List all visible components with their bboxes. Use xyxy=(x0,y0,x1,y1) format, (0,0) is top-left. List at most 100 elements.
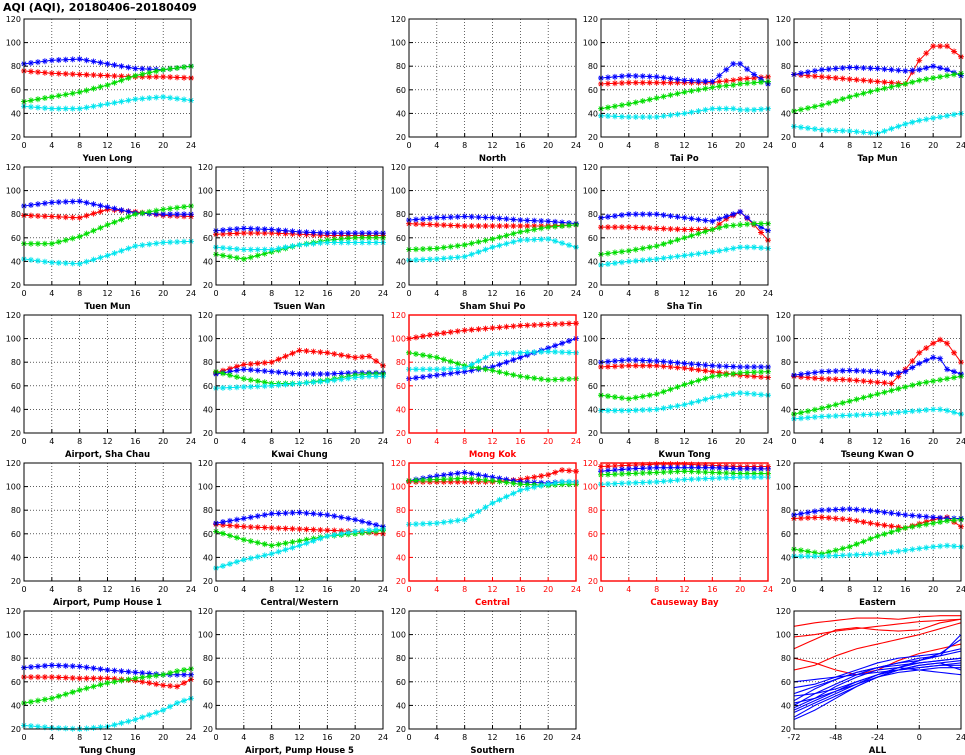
x-tick-label: 24 xyxy=(186,141,196,150)
x-tick-label: 0 xyxy=(213,585,218,594)
station-title: North xyxy=(479,154,506,164)
y-tick-label: 120 xyxy=(198,459,213,468)
y-tick-label: 80 xyxy=(396,654,406,663)
x-tick-label: 16 xyxy=(322,437,332,446)
y-tick-label: 80 xyxy=(588,358,598,367)
y-tick-label: 40 xyxy=(11,405,21,414)
chart-panel: 0 4 8 12 16 20 24 20 40 60 80 100 120 Tung Chung xyxy=(6,607,196,755)
x-tick-label: 24 xyxy=(378,585,388,594)
y-tick-label: 40 xyxy=(11,701,21,710)
x-tick-label: 24 xyxy=(956,585,965,594)
x-tick-label: 24 xyxy=(956,141,965,150)
y-tick-label: 100 xyxy=(583,187,598,196)
y-tick-label: 80 xyxy=(396,210,406,219)
chart-panel: 0 4 8 12 16 20 24 20 40 60 80 100 120 Airport, Sha Ch… xyxy=(6,311,196,460)
station-title: Tsuen Wan xyxy=(274,302,325,312)
y-tick-label: 40 xyxy=(203,405,213,414)
x-tick-label: 8 xyxy=(77,289,82,298)
y-tick-label: 40 xyxy=(781,553,791,562)
x-tick-label: 20 xyxy=(735,289,745,298)
y-tick-label: 80 xyxy=(396,506,406,515)
y-tick-label: 120 xyxy=(583,459,598,468)
y-tick-label: 120 xyxy=(6,607,21,616)
y-tick-label: 120 xyxy=(6,459,21,468)
x-tick-label: 16 xyxy=(707,289,717,298)
x-tick-label: 16 xyxy=(515,733,525,742)
x-tick-label: 24 xyxy=(571,585,581,594)
y-tick-label: 20 xyxy=(11,429,21,438)
x-tick-label: 16 xyxy=(130,141,140,150)
x-tick-label: 16 xyxy=(130,733,140,742)
y-tick-label: 40 xyxy=(588,405,598,414)
station-title: Tuen Mun xyxy=(84,302,130,312)
x-tick-label: 8 xyxy=(462,141,467,150)
series-line xyxy=(793,622,962,671)
series-line xyxy=(793,648,962,689)
y-tick-label: 20 xyxy=(11,725,21,734)
x-tick-label: 8 xyxy=(654,437,659,446)
x-tick-label: 12 xyxy=(102,733,112,742)
x-tick-label: 20 xyxy=(350,289,360,298)
x-tick-label: 24 xyxy=(571,437,581,446)
x-tick-label: 20 xyxy=(735,437,745,446)
y-tick-label: 100 xyxy=(198,187,213,196)
y-tick-label: 60 xyxy=(588,234,598,243)
y-tick-label: 40 xyxy=(396,109,406,118)
series-line xyxy=(793,618,962,650)
x-tick-label: 0 xyxy=(21,585,26,594)
x-tick-label: 8 xyxy=(847,141,852,150)
x-tick-label: 20 xyxy=(158,733,168,742)
y-tick-label: 120 xyxy=(776,607,791,616)
station-title: Yuen Long xyxy=(82,154,133,164)
y-tick-label: 60 xyxy=(781,530,791,539)
x-tick-label: 12 xyxy=(102,141,112,150)
x-tick-label: 4 xyxy=(819,141,824,150)
x-tick-label: 0 xyxy=(598,585,603,594)
x-tick-label: 12 xyxy=(872,585,882,594)
x-tick-label: 12 xyxy=(102,289,112,298)
x-tick-label: 4 xyxy=(626,437,631,446)
y-tick-label: 80 xyxy=(781,358,791,367)
plot-frame xyxy=(408,18,577,138)
x-tick-label: 4 xyxy=(49,585,54,594)
chart-panel: 0 4 8 12 16 20 24 20 40 60 80 100 120 Eastern xyxy=(776,459,965,608)
y-tick-label: 120 xyxy=(198,607,213,616)
chart-panel: 0 4 8 12 16 20 24 20 40 60 80 100 120 Sham Shui Po xyxy=(391,163,581,312)
y-tick-label: 80 xyxy=(588,62,598,71)
x-tick-label: 12 xyxy=(294,585,304,594)
x-tick-label: 20 xyxy=(735,585,745,594)
y-tick-label: 80 xyxy=(781,654,791,663)
station-title: Airport, Pump House 1 xyxy=(53,598,162,608)
x-tick-label: 0 xyxy=(598,141,603,150)
chart-panel: 0 4 8 12 16 20 24 20 40 60 80 100 120 Southern xyxy=(391,607,581,755)
y-tick-label: 120 xyxy=(391,15,406,24)
series-line xyxy=(793,667,962,709)
station-title: ALL xyxy=(869,746,887,755)
station-title: Kwun Tong xyxy=(658,450,710,460)
series-line xyxy=(793,667,961,704)
x-tick-label: 12 xyxy=(872,437,882,446)
y-tick-label: 80 xyxy=(11,62,21,71)
series-line xyxy=(793,660,962,718)
x-tick-label: 20 xyxy=(158,289,168,298)
y-tick-label: 80 xyxy=(588,506,598,515)
x-tick-label: 0 xyxy=(213,437,218,446)
x-tick-label: 20 xyxy=(543,289,553,298)
x-tick-label: 4 xyxy=(819,437,824,446)
y-tick-label: 80 xyxy=(11,358,21,367)
x-tick-label: 4 xyxy=(241,585,246,594)
chart-panel: 0 4 8 12 16 20 24 20 40 60 80 100 120 Causeway Bay xyxy=(583,459,773,608)
x-tick-label: 12 xyxy=(487,585,497,594)
x-tick-label: 4 xyxy=(434,585,439,594)
y-tick-label: 80 xyxy=(203,506,213,515)
series-markers xyxy=(598,474,771,488)
station-title: Southern xyxy=(470,746,514,755)
x-tick-label: 4 xyxy=(434,437,439,446)
x-tick-label: 16 xyxy=(130,289,140,298)
y-tick-label: 60 xyxy=(11,234,21,243)
y-tick-label: 20 xyxy=(203,429,213,438)
series-line xyxy=(793,618,962,638)
y-tick-label: 120 xyxy=(391,311,406,320)
x-tick-label: 8 xyxy=(847,585,852,594)
